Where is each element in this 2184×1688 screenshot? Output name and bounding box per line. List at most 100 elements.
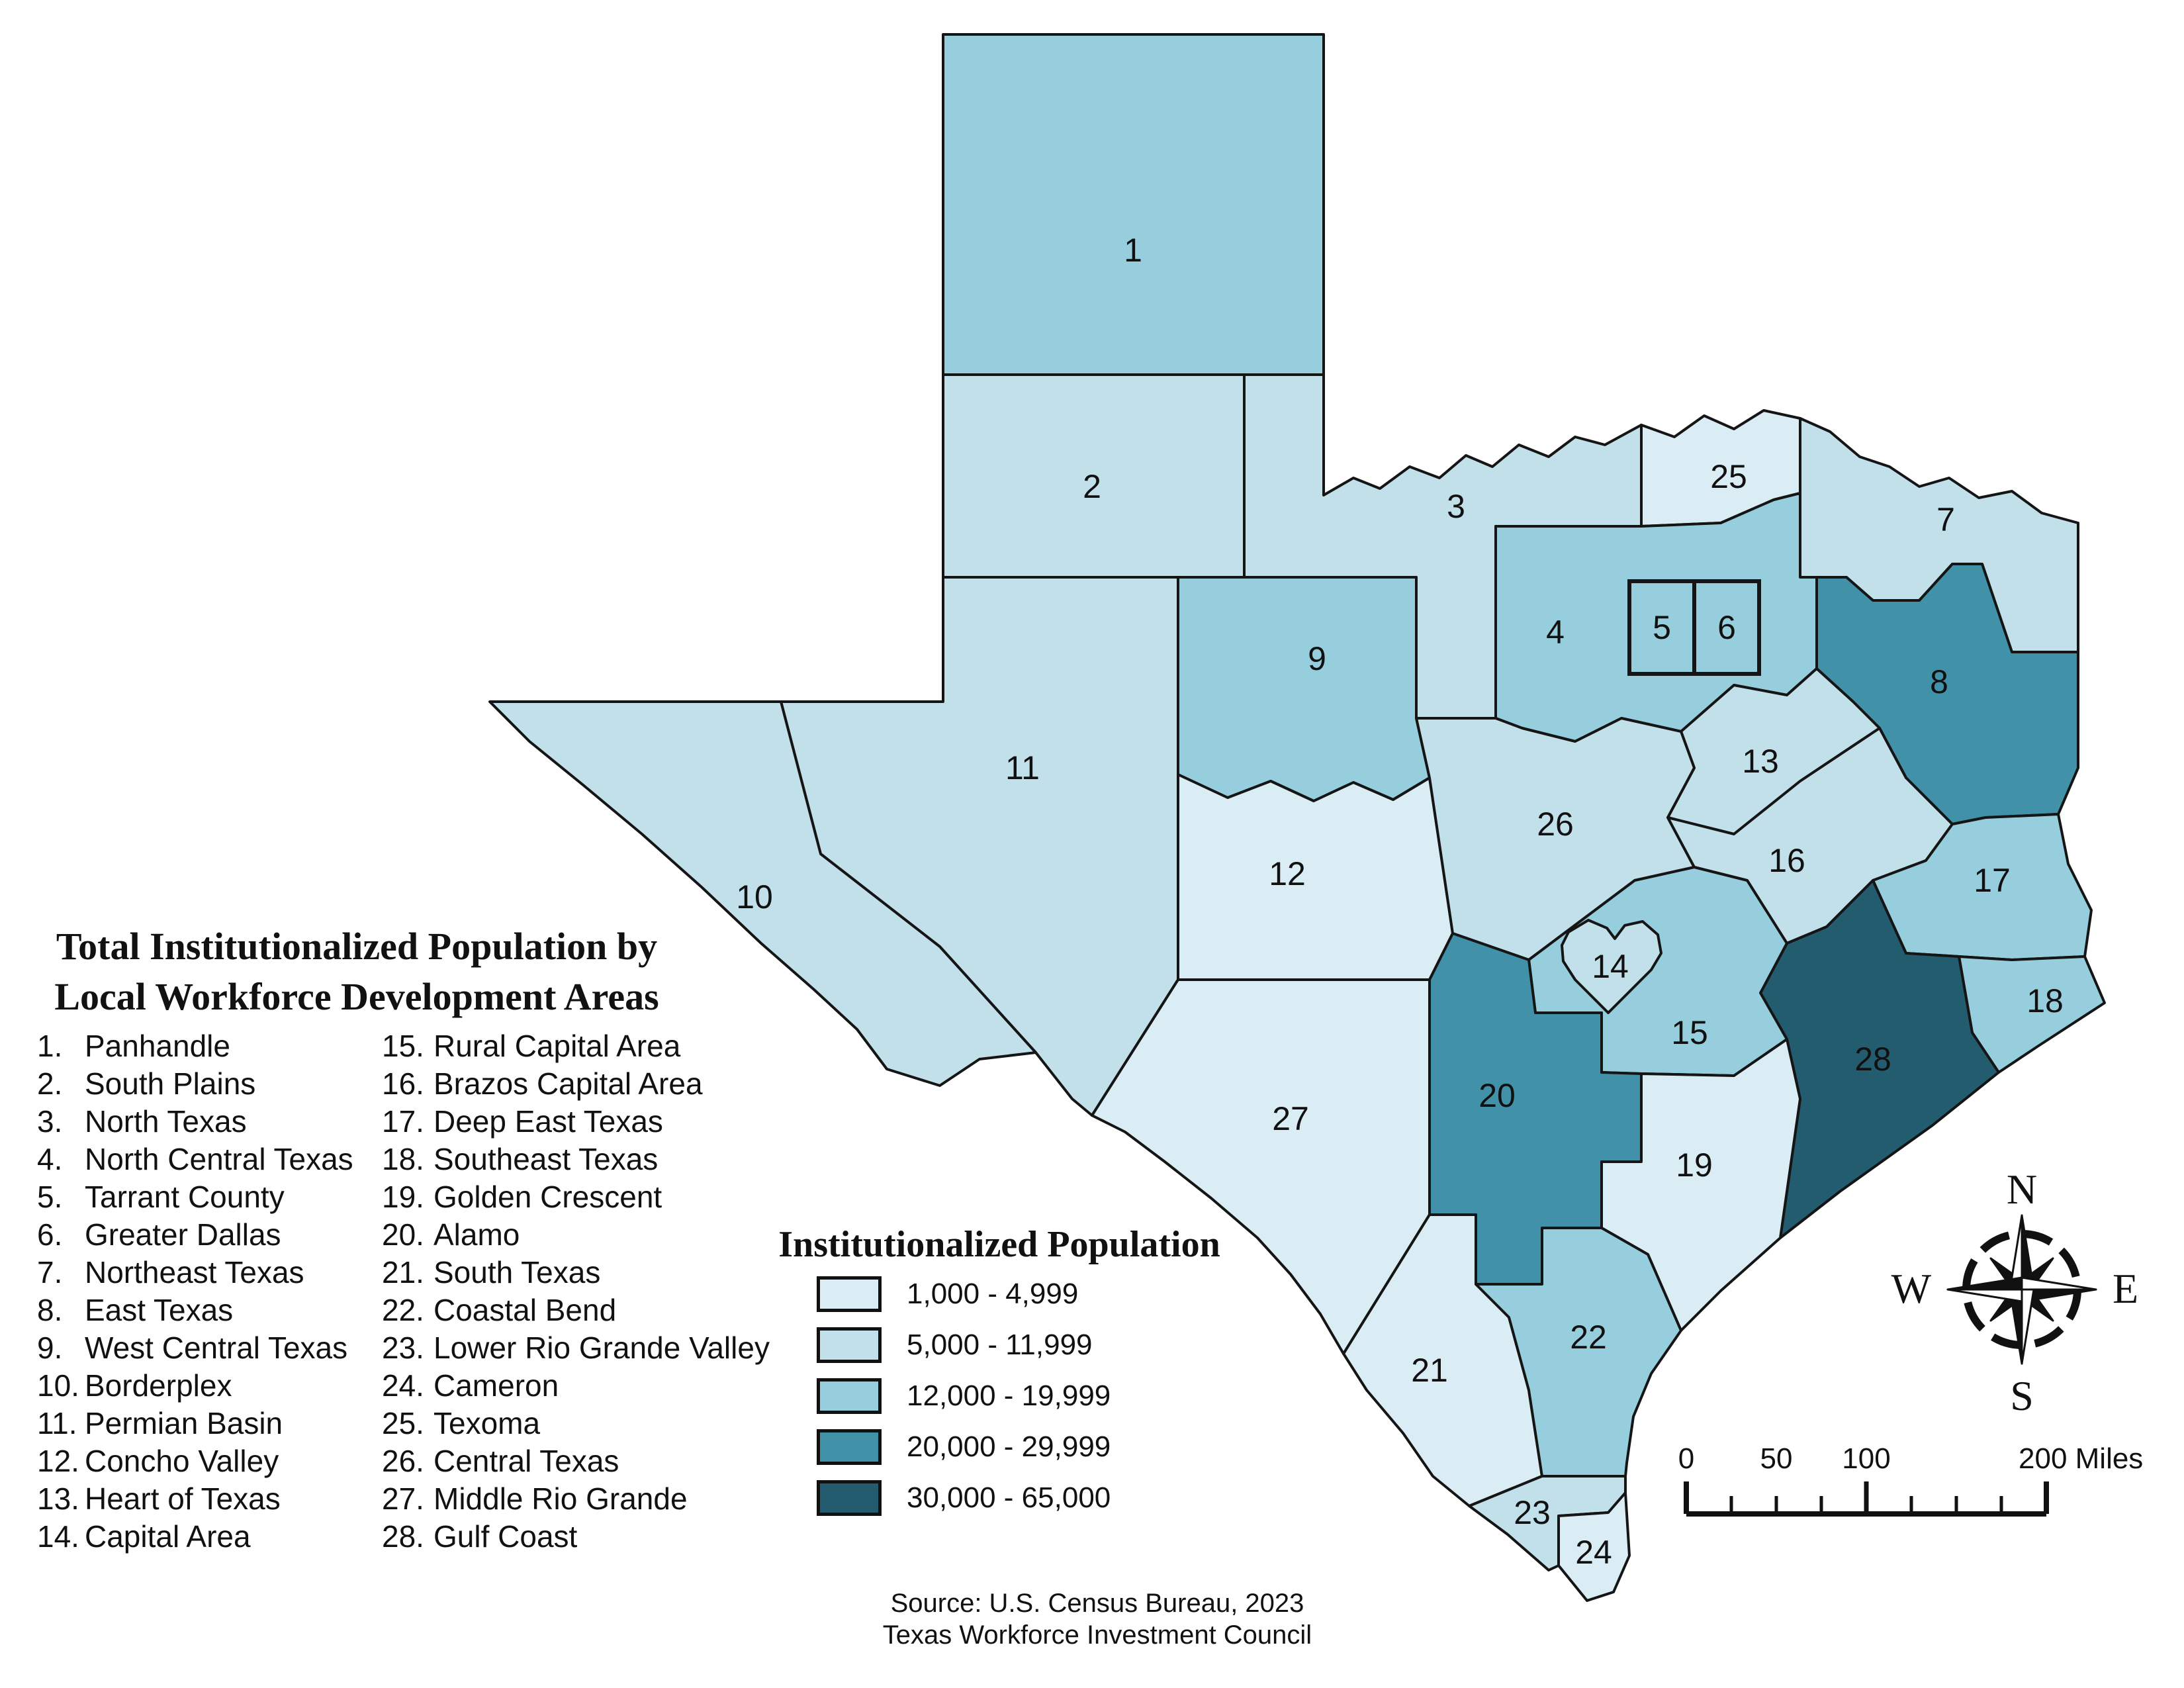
area-list-column-1: 1. Panhandle 2. South Plains 3. North Texas… — [37, 1027, 353, 1556]
list-item: 25. Texoma — [382, 1405, 770, 1442]
region-label-28: 28 — [1854, 1041, 1891, 1078]
legend-swatch-3 — [817, 1378, 882, 1414]
list-item-number: 25. — [382, 1406, 424, 1440]
list-item-name: Brazos Capital Area — [433, 1066, 703, 1101]
list-item-number: 8. — [37, 1293, 63, 1327]
region-label-19: 19 — [1676, 1147, 1713, 1184]
compass-point-s-light-icon — [2021, 1288, 2035, 1365]
list-item-number: 1. — [37, 1029, 63, 1063]
list-item: 13. Heart of Texas — [37, 1480, 353, 1518]
list-item-number: 23. — [382, 1331, 424, 1365]
legend-label: 12,000 - 19,999 — [907, 1380, 1111, 1412]
region-label-20: 20 — [1479, 1077, 1516, 1114]
list-item-number: 4. — [37, 1142, 63, 1176]
area-list-column-2: 15. Rural Capital Area 16. Brazos Capital … — [382, 1027, 770, 1556]
region-shape-cameron — [1557, 1491, 1631, 1602]
source-note: Source: U.S. Census Bureau, 2023 Texas W… — [859, 1587, 1336, 1651]
region-label-21: 21 — [1411, 1352, 1448, 1389]
legend-label: 30,000 - 65,000 — [907, 1481, 1111, 1514]
list-item-number: 26. — [382, 1444, 424, 1478]
list-item-name: Deep East Texas — [433, 1104, 663, 1139]
list-item: 26. Central Texas — [382, 1442, 770, 1480]
legend-label: 20,000 - 29,999 — [907, 1430, 1111, 1463]
inset-box-greater-dallas — [1692, 579, 1761, 676]
legend-swatch-4 — [817, 1429, 882, 1465]
region-label-17: 17 — [1974, 862, 2011, 899]
scale-label-100: 100 — [1842, 1442, 1890, 1475]
list-item-number: 7. — [37, 1255, 63, 1289]
list-item-number: 14. — [37, 1519, 79, 1554]
list-item: 15. Rural Capital Area — [382, 1027, 770, 1065]
list-item: 16. Brazos Capital Area — [382, 1065, 770, 1103]
region-label-3: 3 — [1447, 488, 1465, 525]
region-label-1: 1 — [1124, 232, 1142, 269]
compass-point-e-light-icon — [2021, 1276, 2097, 1291]
list-item: 28. Gulf Coast — [382, 1518, 770, 1556]
list-item: 22. Coastal Bend — [382, 1291, 770, 1329]
region-label-14: 14 — [1592, 948, 1629, 985]
region-label-9: 9 — [1308, 640, 1326, 677]
region-label-25: 25 — [1710, 458, 1747, 495]
list-item-number: 24. — [382, 1368, 424, 1403]
list-item: 2. South Plains — [37, 1065, 353, 1103]
region-shape-borderplex — [488, 700, 1037, 1087]
compass-point-w-dark-icon — [1946, 1276, 2023, 1291]
page-title-line1: Total Institutionalized Population by — [56, 925, 658, 968]
list-item-name: South Texas — [433, 1255, 601, 1289]
region-label-6: 6 — [1717, 609, 1736, 646]
scale-label-50: 50 — [1760, 1442, 1793, 1475]
list-item-name: West Central Texas — [85, 1331, 348, 1365]
list-item: 17. Deep East Texas — [382, 1103, 770, 1141]
list-item-number: 12. — [37, 1444, 79, 1478]
list-item-name: Borderplex — [85, 1368, 232, 1403]
list-item-number: 27. — [382, 1481, 424, 1516]
region-label-5: 5 — [1653, 609, 1671, 646]
list-item: 19. Golden Crescent — [382, 1178, 770, 1216]
list-item: 3. North Texas — [37, 1103, 353, 1141]
region-label-12: 12 — [1269, 855, 1306, 892]
legend-row: 30,000 - 65,000 — [817, 1480, 1111, 1516]
page-title: Total Institutionalized Population by Lo… — [16, 921, 698, 1022]
source-line2: Texas Workforce Investment Council — [882, 1620, 1312, 1650]
list-item-number: 17. — [382, 1104, 424, 1139]
list-item-number: 15. — [382, 1029, 424, 1063]
list-item: 24. Cameron — [382, 1367, 770, 1405]
region-shape-panhandle — [942, 33, 1325, 376]
list-item-name: Central Texas — [433, 1444, 619, 1478]
list-item: 12. Concho Valley — [37, 1442, 353, 1480]
list-item: 1. Panhandle — [37, 1027, 353, 1065]
list-item-name: Permian Basin — [85, 1406, 283, 1440]
region-label-22: 22 — [1570, 1319, 1607, 1356]
list-item: 21. South Texas — [382, 1254, 770, 1291]
list-item: 10. Borderplex — [37, 1367, 353, 1405]
list-item-number: 6. — [37, 1217, 63, 1252]
list-item-number: 28. — [382, 1519, 424, 1554]
scale-label-0: 0 — [1678, 1442, 1694, 1475]
list-item-name: Northeast Texas — [85, 1255, 304, 1289]
legend-row: 1,000 - 4,999 — [817, 1276, 1111, 1312]
list-item-name: Cameron — [433, 1368, 559, 1403]
list-item-name: Rural Capital Area — [433, 1029, 681, 1063]
compass-label-e: E — [2113, 1265, 2138, 1312]
list-item: 11. Permian Basin — [37, 1405, 353, 1442]
region-shape-capital-area — [1561, 919, 1662, 1014]
list-item-number: 13. — [37, 1481, 79, 1516]
compass-rose: N S W E — [1891, 1166, 2139, 1419]
legend-label: 1,000 - 4,999 — [907, 1278, 1079, 1310]
list-item-number: 21. — [382, 1255, 424, 1289]
list-item-number: 3. — [37, 1104, 63, 1139]
list-item-name: Heart of Texas — [85, 1481, 281, 1516]
legend-row: 12,000 - 19,999 — [817, 1378, 1111, 1414]
region-label-16: 16 — [1768, 842, 1805, 879]
region-label-27: 27 — [1272, 1100, 1309, 1137]
inset-box-tarrant-county — [1627, 579, 1696, 676]
list-item: 8. East Texas — [37, 1291, 353, 1329]
scale-bar: 0 50 100 200 Miles — [1678, 1442, 2143, 1517]
region-shape-concho-valley — [1177, 773, 1454, 981]
list-item-number: 16. — [382, 1066, 424, 1101]
legend: 1,000 - 4,999 5,000 - 11,999 12,000 - 19… — [817, 1276, 1111, 1534]
region-label-2: 2 — [1083, 468, 1101, 505]
list-item-name: Panhandle — [85, 1029, 230, 1063]
legend-title: Institutionalized Population — [778, 1224, 1220, 1265]
